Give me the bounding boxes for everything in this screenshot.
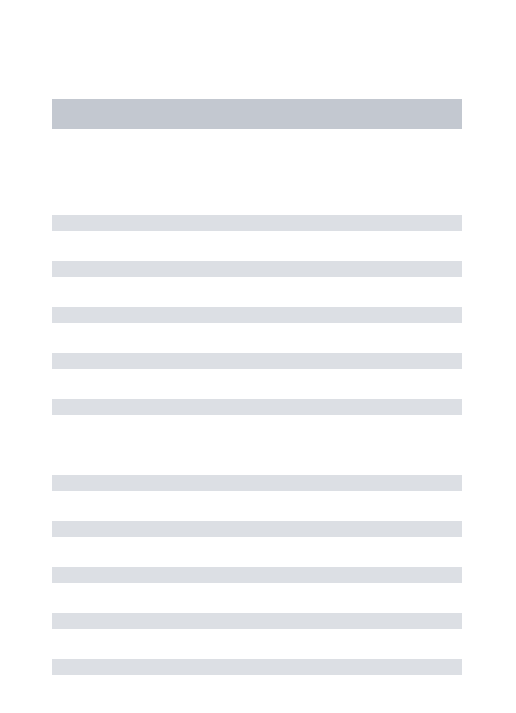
skeleton-block-2: [52, 475, 462, 675]
skeleton-line: [52, 659, 462, 675]
gap-between-blocks: [52, 415, 462, 475]
skeleton-line: [52, 307, 462, 323]
skeleton-line: [52, 613, 462, 629]
skeleton-line-gap: [52, 537, 462, 567]
skeleton-container: [0, 0, 516, 675]
skeleton-line-gap: [52, 231, 462, 261]
skeleton-line: [52, 521, 462, 537]
skeleton-line-gap: [52, 277, 462, 307]
skeleton-block-1: [52, 215, 462, 415]
skeleton-line-gap: [52, 369, 462, 399]
skeleton-line: [52, 567, 462, 583]
skeleton-line-gap: [52, 583, 462, 613]
skeleton-line: [52, 215, 462, 231]
gap-after-title: [52, 129, 462, 215]
skeleton-line: [52, 475, 462, 491]
skeleton-line: [52, 261, 462, 277]
skeleton-line-gap: [52, 491, 462, 521]
skeleton-title-bar: [52, 99, 462, 129]
skeleton-line-gap: [52, 629, 462, 659]
skeleton-line: [52, 399, 462, 415]
skeleton-line: [52, 353, 462, 369]
skeleton-line-gap: [52, 323, 462, 353]
